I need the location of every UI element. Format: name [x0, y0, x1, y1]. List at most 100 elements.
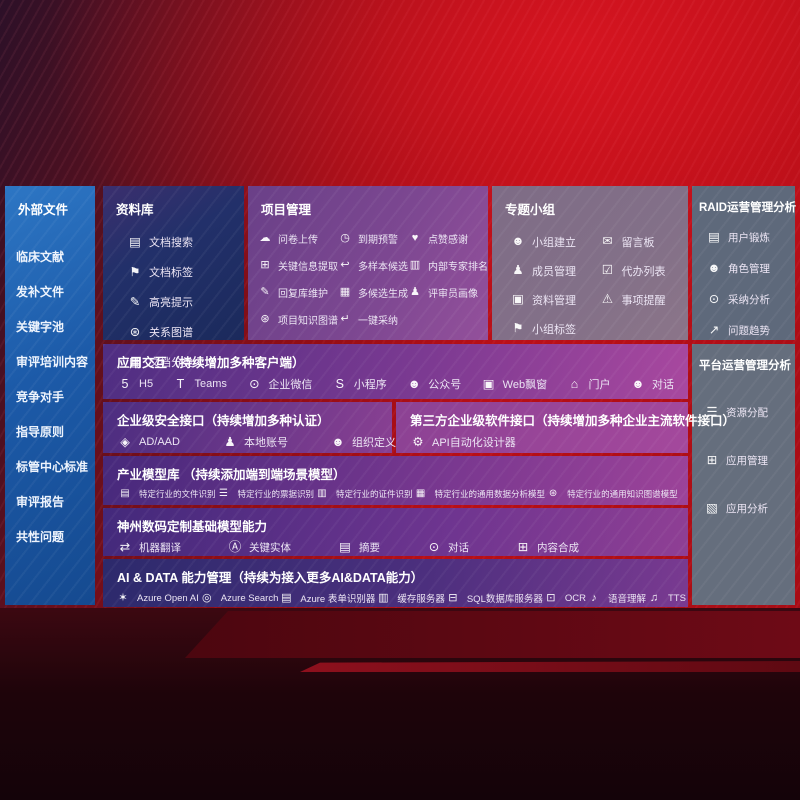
base-model-item-label: 关键实体: [249, 542, 291, 554]
client-item-label: Teams: [194, 378, 227, 390]
thirdparty-item-label: API自动化设计器: [432, 437, 516, 449]
industry-model-item-label: 特定行业的文件识别: [139, 489, 216, 499]
external-file-item-label: 审评培训内容: [16, 355, 89, 369]
teams-icon: T: [176, 376, 185, 391]
ai-data-item: ▥ 缓存服务器: [375, 591, 445, 605]
library-item: ▦ 文档分类: [127, 347, 244, 377]
client-item-label: 企业微信: [268, 379, 313, 391]
ocr-icon: ⊡: [546, 591, 556, 604]
project-item: ⊛ 项目知识图谱: [258, 306, 338, 333]
bell-icon: ⚠: [601, 292, 614, 307]
external-file-item-label: 发补文件: [16, 285, 65, 299]
client-item-label: 公众号: [428, 379, 462, 391]
library-item: ✎ 高亮提示: [127, 287, 244, 317]
library-list: ▤ 文档搜索 ⚑ 文档标签 ✎ 高亮提示 ⊛ 关系图谱 ▦ 文档分类: [103, 223, 244, 377]
library-item: ▤ 文档搜索: [127, 227, 244, 257]
material-manage-icon: ▣: [512, 292, 524, 307]
ai-data-item-label: 缓存服务器: [397, 594, 445, 605]
org-define-icon: ☻: [331, 434, 345, 449]
client-item-label: Web飘窗: [502, 379, 548, 391]
base-model-title: 神州数码定制基础模型能力: [117, 520, 268, 534]
topic-group-item: ⚠ 事项提醒: [600, 285, 684, 314]
raid-item: ▤ 用户锻炼: [706, 222, 795, 253]
industry-model-item: ▤ 特定行业的文件识别: [117, 488, 216, 500]
raid-analysis-panel: RAID运营管理分析 ▤ 用户锻炼 ☻ 角色管理 ⊙ 采纳分析 ↗ 问题趋势: [692, 186, 796, 340]
platform-item-label: 应用管理: [726, 454, 768, 467]
message-board-icon: ✉: [602, 234, 613, 249]
external-file-item-label: 审评报告: [16, 495, 65, 509]
client-item: ☻ 公众号: [406, 376, 462, 392]
ai-data-item: ♫ TTS: [646, 592, 686, 604]
library-panel: 资料库 ▤ 文档搜索 ⚑ 文档标签 ✎ 高亮提示 ⊛ 关系图谱 ▦ 文档分类: [103, 186, 244, 369]
project-management-title: 项目管理: [261, 203, 312, 217]
thumbs-up-icon: ♥: [411, 232, 419, 244]
ai-data-item-label: TTS: [668, 592, 686, 604]
portal-icon: ⌂: [570, 376, 579, 391]
project-item-label: 回复库维护: [278, 289, 328, 300]
project-item-label: 一键采纳: [358, 316, 398, 327]
industry-model-item: ▥ 特定行业的证件识别: [314, 488, 413, 500]
industry-model-items: ▤ 特定行业的文件识别 ☰ 特定行业的票据识别 ▥ 特定行业的证件识别 ▦ 特定行业的通用数据…: [103, 486, 688, 500]
industry-model-item: ⊛ 特定行业的通用知识图谱模型: [545, 488, 678, 500]
group-tag-icon: ⚑: [512, 321, 524, 336]
client-item: ⌂ 门户: [567, 376, 611, 392]
ai-data-item-label: OCR: [564, 592, 586, 604]
topic-group-item-label: 代办列表: [621, 265, 666, 278]
project-item-label: 点赞感谢: [428, 235, 468, 246]
topic-group-item: ☑ 代办列表: [600, 256, 684, 285]
topic-group-title: 专题小组: [505, 203, 556, 217]
topic-group-item-label: 资料管理: [532, 294, 576, 307]
app-interaction-title: 应用交互（持续增加多种客户端）: [117, 356, 305, 370]
platform-item: ▧ 应用分析: [704, 484, 795, 532]
local-account-icon: ♟: [224, 434, 236, 449]
client-item: T Teams: [173, 378, 227, 391]
external-file-item: 指导原则: [16, 414, 95, 449]
todo-list-icon: ☑: [601, 263, 614, 278]
project-item-label: 评审员画像: [428, 289, 478, 300]
info-extract-icon: ⊞: [260, 259, 270, 271]
auth-item: ♟ 本地账号: [222, 434, 288, 450]
sql-db-icon: ⊟: [448, 591, 458, 604]
base-model-item-label: 对话: [448, 542, 469, 554]
library-item: ⊛ 关系图谱: [127, 317, 244, 347]
client-item: ▣ Web飘窗: [481, 376, 547, 392]
ai-data-item-label: Azure Search: [220, 592, 279, 604]
industry-model-title: 产业模型库 （持续添加端到端场景模型）: [117, 468, 346, 482]
raid-item-label: 问题趋势: [728, 325, 770, 337]
topic-group-item: ♟ 成员管理: [510, 256, 600, 285]
external-file-item: 发补文件: [16, 274, 95, 309]
auth-item: ◈ AD/AAD: [117, 436, 180, 449]
ai-data-item-label: 语音理解: [607, 594, 646, 605]
topic-group-item-label: 成员管理: [532, 265, 576, 278]
app-interaction-band: 应用交互（持续增加多种客户端） 5 H5 T Teams ⊙ 企业微信 S 小程序 ☻ 公众号 ▣ W…: [103, 344, 688, 399]
reply-arrow-icon: ↩: [340, 259, 350, 271]
ai-data-items: ✶ Azure Open AI ◎ Azure Search ▤ Azure 表单识别器 ▥…: [103, 589, 688, 605]
security-interface-title: 企业级安全接口（持续增加多种认证）: [117, 414, 330, 428]
platform-analysis-list: ☰ 资源分配 ⊞ 应用管理 ▧ 应用分析: [692, 378, 795, 532]
client-item-label: 对话: [651, 379, 674, 391]
topic-group-item-label: 留言板: [621, 236, 655, 249]
ai-data-band: AI & DATA 能力管理（持续为接入更多AI&DATA能力） ✶ Azure …: [103, 559, 688, 607]
library-item-label: 高亮提示: [149, 297, 193, 309]
raid-analysis-list: ▤ 用户锻炼 ☻ 角色管理 ⊙ 采纳分析 ↗ 问题趋势: [692, 220, 795, 346]
platform-item-label: 应用分析: [726, 502, 768, 515]
project-item-label: 多样本候选: [358, 262, 408, 273]
external-file-item-label: 临床文献: [16, 250, 65, 264]
project-item-label: 问卷上传: [278, 235, 318, 246]
app-interaction-items: 5 H5 T Teams ⊙ 企业微信 S 小程序 ☻ 公众号 ▣ Web飘窗 ⌂ 门户 ☻ 对话: [103, 374, 688, 392]
content-compose-icon: ⊞: [517, 540, 529, 555]
thirdparty-item: ⚙ API自动化设计器: [410, 434, 516, 450]
topic-group-item-label: 小组标签: [532, 323, 576, 336]
raid-item: ↗ 问题趋势: [706, 315, 795, 346]
data-analysis-model-icon: ▦: [415, 488, 426, 499]
industry-model-item: ▦ 特定行业的通用数据分析模型: [413, 488, 545, 500]
raid-item-label: 采纳分析: [728, 294, 770, 306]
reviewer-portrait-icon: ♟: [410, 286, 420, 298]
auth-item-label: 本地账号: [243, 437, 288, 449]
platform-item: ⊞ 应用管理: [704, 436, 795, 484]
industry-model-item-label: 特定行业的证件识别: [336, 489, 413, 499]
project-item-label: 关键信息提取: [278, 262, 338, 273]
client-item: 5 H5: [117, 378, 154, 391]
ai-data-item: ◎ Azure Search: [199, 592, 279, 604]
base-model-band: 神州数码定制基础模型能力 ⇄ 机器翻译 Ⓐ 关键实体 ▤ 摘要 ⊙ 对话 ⊞ 内容合成: [103, 508, 688, 556]
